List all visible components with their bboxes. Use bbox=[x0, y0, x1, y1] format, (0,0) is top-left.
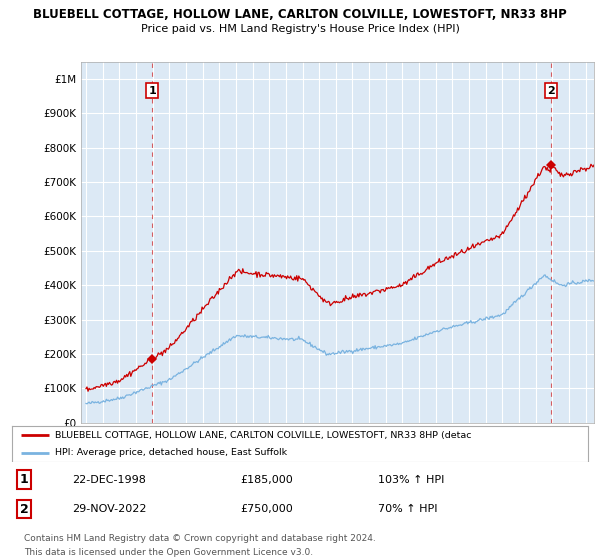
Text: 70% ↑ HPI: 70% ↑ HPI bbox=[378, 504, 437, 514]
Text: 2: 2 bbox=[547, 86, 555, 96]
Text: Price paid vs. HM Land Registry's House Price Index (HPI): Price paid vs. HM Land Registry's House … bbox=[140, 24, 460, 34]
Text: £750,000: £750,000 bbox=[240, 504, 293, 514]
Text: HPI: Average price, detached house, East Suffolk: HPI: Average price, detached house, East… bbox=[55, 449, 287, 458]
Text: 2: 2 bbox=[20, 502, 28, 516]
Text: 22-DEC-1998: 22-DEC-1998 bbox=[72, 475, 146, 484]
Text: BLUEBELL COTTAGE, HOLLOW LANE, CARLTON COLVILLE, LOWESTOFT, NR33 8HP: BLUEBELL COTTAGE, HOLLOW LANE, CARLTON C… bbox=[33, 8, 567, 21]
Text: This data is licensed under the Open Government Licence v3.0.: This data is licensed under the Open Gov… bbox=[24, 548, 313, 557]
Text: £185,000: £185,000 bbox=[240, 475, 293, 484]
Text: 1: 1 bbox=[20, 473, 28, 486]
Text: Contains HM Land Registry data © Crown copyright and database right 2024.: Contains HM Land Registry data © Crown c… bbox=[24, 534, 376, 543]
Text: 1: 1 bbox=[148, 86, 156, 96]
Text: 29-NOV-2022: 29-NOV-2022 bbox=[72, 504, 146, 514]
Text: BLUEBELL COTTAGE, HOLLOW LANE, CARLTON COLVILLE, LOWESTOFT, NR33 8HP (detac: BLUEBELL COTTAGE, HOLLOW LANE, CARLTON C… bbox=[55, 431, 472, 440]
Text: 103% ↑ HPI: 103% ↑ HPI bbox=[378, 475, 445, 484]
